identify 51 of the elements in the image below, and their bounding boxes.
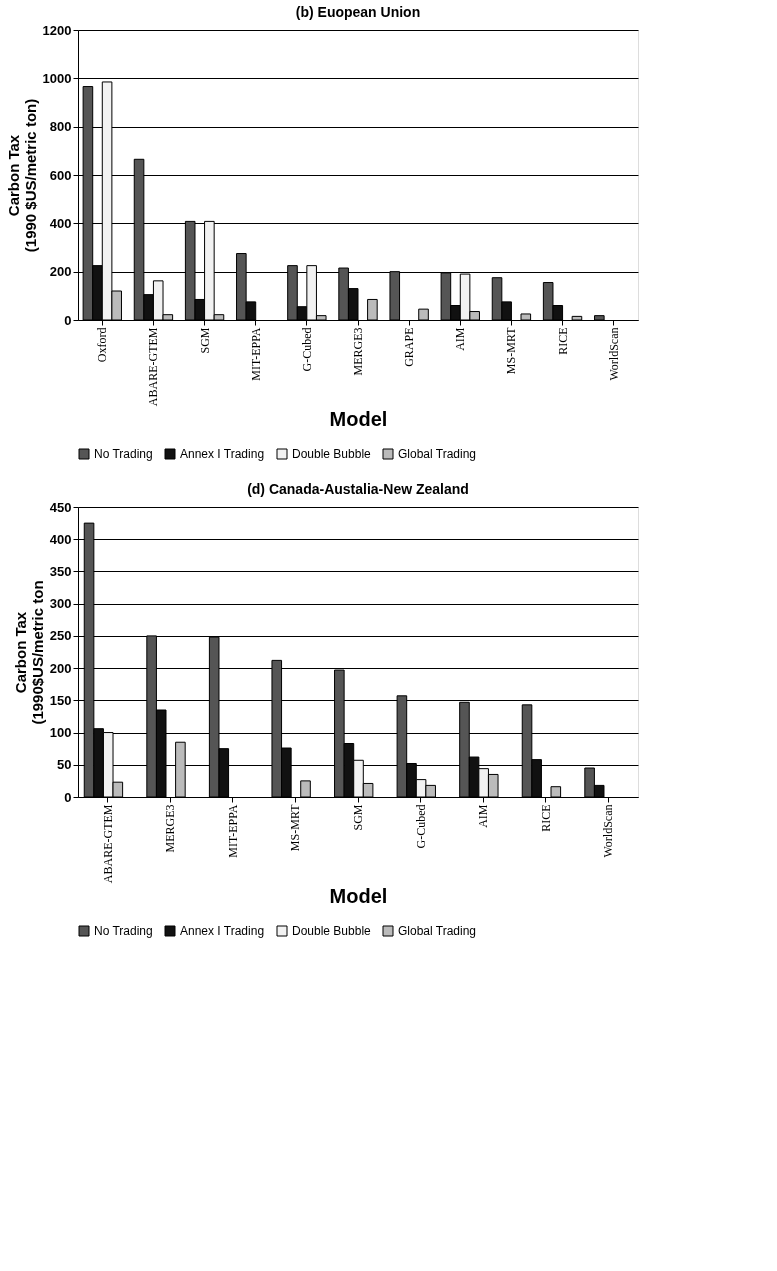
y-tick-label: 1000 <box>42 70 72 86</box>
x-tick-label: AIM <box>476 804 491 828</box>
y-tick-label: 50 <box>57 757 72 773</box>
y-tick-label: 400 <box>49 215 72 231</box>
y-tick-label: 300 <box>49 596 72 612</box>
x-tick-label: ABARE-GTEM <box>146 327 161 407</box>
x-tick-label: MERGE3 <box>163 804 178 853</box>
x-tick-label: SGM <box>351 804 365 831</box>
x-tick-label: RICE <box>538 804 553 832</box>
chart-title: (d) Canada-Austalia-New Zealand <box>247 481 469 497</box>
y-axis-title: Carbon Tax (1990 $US/metric ton) <box>4 98 39 253</box>
legend-label: No Trading <box>94 447 153 461</box>
legend-label: Global Trading <box>398 924 477 938</box>
x-axis-title: Model <box>329 408 388 431</box>
y-tick-label: 0 <box>64 312 72 328</box>
x-tick-label: MIT-EPPA <box>225 804 240 858</box>
legend-label: Annex I Trading <box>180 447 265 461</box>
y-tick-label: 0 <box>64 789 72 805</box>
y-tick-label: 100 <box>49 725 72 741</box>
x-tick-label: Oxford <box>95 327 110 363</box>
y-tick-label: 350 <box>49 563 72 579</box>
legend-label: Double Bubble <box>292 447 372 461</box>
legend-label: Global Trading <box>398 447 477 461</box>
x-tick-label: GRAPE <box>402 327 417 367</box>
y-tick-label: 800 <box>49 119 72 135</box>
y-axis-title: Carbon Tax (1990$US/metric ton <box>11 580 46 725</box>
legend-label: Annex I Trading <box>180 924 265 938</box>
y-tick-label: 600 <box>49 167 72 183</box>
x-axis-title: Model <box>329 885 388 908</box>
x-tick-label: AIM <box>453 327 468 351</box>
legend-label: Double Bubble <box>292 924 372 938</box>
x-tick-label: ABARE-GTEM <box>100 804 115 884</box>
y-tick-label: 400 <box>49 531 72 547</box>
x-tick-label: MS-MRT <box>504 326 519 375</box>
y-tick-label: 1200 <box>42 22 72 38</box>
x-tick-label: WorldScan <box>601 804 616 858</box>
x-tick-label: MERGE3 <box>351 327 365 376</box>
y-tick-label: 200 <box>49 660 72 676</box>
y-tick-label: 450 <box>49 499 72 515</box>
x-tick-label: MIT-EPPA <box>248 327 263 381</box>
x-tick-label: RICE <box>555 327 570 355</box>
x-tick-label: G-Cubed <box>413 804 428 849</box>
x-tick-label: MS-MRT <box>288 803 303 852</box>
y-tick-label: 250 <box>49 628 72 644</box>
y-tick-label: 150 <box>49 692 72 708</box>
x-tick-label: G-Cubed <box>299 327 314 372</box>
x-tick-label: WorldScan <box>606 327 621 381</box>
y-tick-label: 200 <box>49 264 72 280</box>
x-tick-label: SGM <box>197 327 212 354</box>
chart-title: (b) Euopean Union <box>295 4 421 20</box>
legend-label: No Trading <box>94 924 153 938</box>
